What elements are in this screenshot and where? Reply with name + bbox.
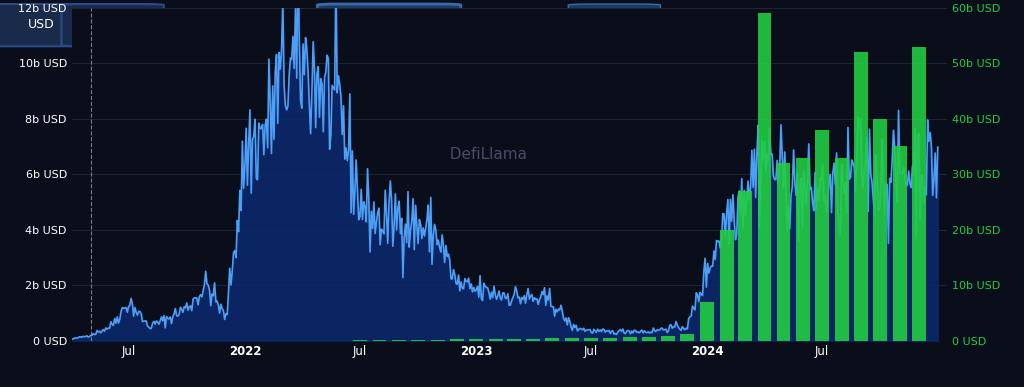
Bar <box>545 338 559 341</box>
Bar <box>450 339 464 341</box>
Bar <box>469 339 483 341</box>
Bar <box>565 338 579 341</box>
Bar <box>738 191 752 341</box>
Text: <>: <> <box>604 18 625 31</box>
Bar <box>488 339 503 341</box>
Text: Daily: Daily <box>178 18 211 31</box>
Bar <box>507 339 520 341</box>
Text: SOL: SOL <box>100 18 125 31</box>
Bar <box>911 46 926 341</box>
FancyBboxPatch shape <box>317 4 461 46</box>
Bar <box>720 229 733 341</box>
Bar <box>642 337 655 341</box>
Bar <box>392 340 407 341</box>
Bar <box>623 337 637 341</box>
Text: DefiLlama: DefiLlama <box>439 147 526 162</box>
Bar <box>603 337 617 341</box>
Text: Weekly: Weekly <box>264 18 309 31</box>
Bar <box>893 146 906 341</box>
Bar <box>776 163 791 341</box>
Bar <box>815 130 829 341</box>
Bar <box>373 340 386 341</box>
Bar <box>796 158 810 341</box>
Text: USD: USD <box>28 18 54 31</box>
FancyBboxPatch shape <box>0 4 97 46</box>
FancyBboxPatch shape <box>61 4 164 46</box>
Bar <box>412 340 425 341</box>
Bar <box>873 119 887 341</box>
Text: Cumulative: Cumulative <box>486 18 558 31</box>
Bar <box>758 13 771 341</box>
Bar <box>431 339 444 341</box>
FancyBboxPatch shape <box>568 4 660 46</box>
Text: Monthly: Monthly <box>360 18 418 31</box>
Bar <box>662 336 676 341</box>
Bar <box>700 302 714 341</box>
Bar <box>526 339 540 341</box>
Bar <box>835 158 849 341</box>
Bar <box>680 334 694 341</box>
Bar <box>854 52 868 341</box>
Bar <box>584 338 598 341</box>
